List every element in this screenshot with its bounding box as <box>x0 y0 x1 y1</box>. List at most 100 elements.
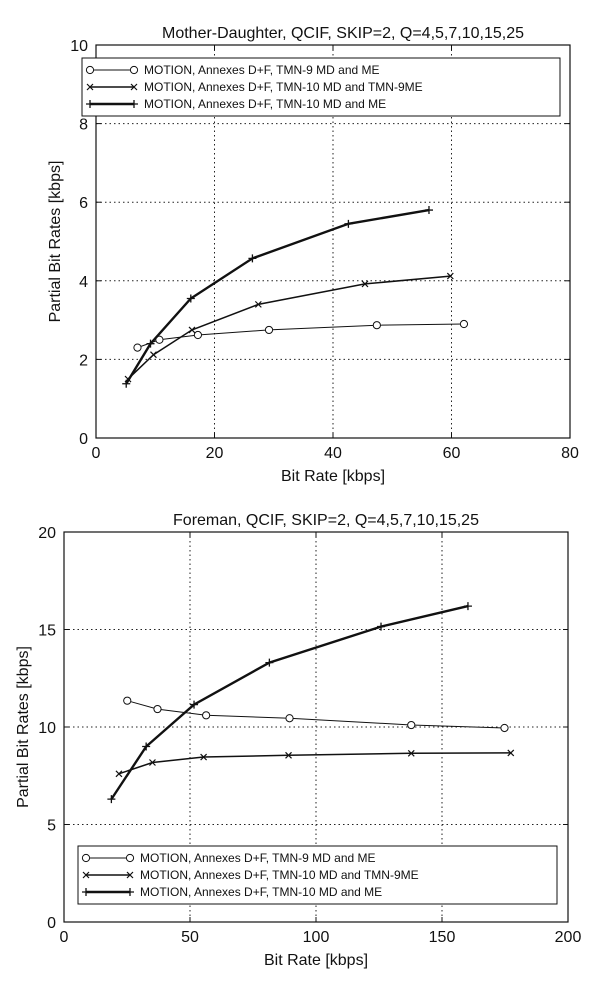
x-tick-label: 50 <box>181 929 199 946</box>
series-plus <box>122 206 433 388</box>
legend-item: MOTION, Annexes D+F, TMN-9 MD and ME <box>81 851 376 865</box>
data-point-circle <box>193 330 203 340</box>
series-line <box>110 604 469 800</box>
legend: MOTION, Annexes D+F, TMN-9 MD and ME MOTI… <box>81 57 561 117</box>
series-x <box>124 272 454 383</box>
chart-panel-2: 0 50 100 150 200 0 5 10 15 20 Foreman, QCIF, SKIP=… <box>15 512 581 969</box>
series-line <box>127 275 451 380</box>
legend-marker <box>86 83 94 91</box>
legend-marker <box>130 83 138 91</box>
x-tick-label: 40 <box>324 445 342 462</box>
data-point-x <box>507 749 515 757</box>
data-point-circle <box>202 711 211 720</box>
data-point-circle <box>500 723 509 733</box>
data-point-circle <box>123 696 132 705</box>
data-point-circle <box>264 325 274 335</box>
x-tick-label: 60 <box>443 445 461 462</box>
data-point-circle <box>285 714 294 723</box>
legend-item: MOTION, Annexes D+F, TMN-10 MD and TMN-9… <box>86 80 423 94</box>
data-point-x <box>200 753 208 761</box>
data-point-plus <box>265 658 274 667</box>
legend-marker <box>125 853 135 863</box>
y-tick-label: 4 <box>79 274 88 291</box>
legend-item: MOTION, Annexes D+F, TMN-10 MD and TMN-9… <box>82 868 419 882</box>
legend-marker <box>130 100 138 108</box>
legend-marker <box>82 888 90 896</box>
chart-title: Foreman, QCIF, SKIP=2, Q=4,5,7,10,15,25 <box>173 512 479 529</box>
data-point-plus <box>122 379 131 388</box>
data-point-x <box>254 300 262 308</box>
legend-label: MOTION, Annexes D+F, TMN-10 MD and ME <box>140 885 382 899</box>
x-axis-label: Bit Rate [kbps] <box>281 468 385 485</box>
data-point-x <box>446 272 454 280</box>
y-tick-label: 8 <box>79 117 88 134</box>
series-line <box>118 752 511 775</box>
legend-label: MOTION, Annexes D+F, TMN-10 MD and TMN-9… <box>140 868 419 882</box>
y-tick-label: 10 <box>38 720 56 737</box>
chart-panel-1: 0 20 40 60 80 0 2 4 6 8 10 Mother-Daughter, QCIF, S… <box>47 25 579 485</box>
data-point-x <box>285 751 292 759</box>
data-point-plus <box>248 254 257 263</box>
data-point-plus <box>463 602 472 611</box>
legend-label: MOTION, Annexes D+F, TMN-10 MD and ME <box>144 97 386 111</box>
data-point-circle <box>459 319 469 329</box>
series-line <box>127 700 505 729</box>
data-point-plus <box>142 742 151 751</box>
x-tick-label: 100 <box>303 929 330 946</box>
legend-label: MOTION, Annexes D+F, TMN-10 MD and TMN-9… <box>144 80 423 94</box>
legend: MOTION, Annexes D+F, TMN-9 MD and ME MOTI… <box>77 845 558 905</box>
x-tick-label: 20 <box>206 445 224 462</box>
data-point-x <box>115 770 123 778</box>
data-point-x <box>407 749 415 757</box>
y-tick-label: 15 <box>38 623 56 640</box>
series-circle <box>123 696 509 733</box>
data-point-plus <box>186 294 195 303</box>
x-tick-label: 150 <box>429 929 456 946</box>
series-plus <box>107 602 472 804</box>
y-tick-label: 6 <box>79 195 88 212</box>
data-point-x <box>361 280 369 288</box>
data-point-plus <box>344 219 353 228</box>
x-axis-label: Bit Rate [kbps] <box>264 952 368 969</box>
legend-label: MOTION, Annexes D+F, TMN-9 MD and ME <box>140 851 376 865</box>
data-point-plus <box>190 700 199 709</box>
legend-marker <box>126 888 134 896</box>
legend-marker <box>126 871 134 879</box>
y-tick-label: 10 <box>70 38 88 55</box>
legend-marker <box>86 100 94 108</box>
data-point-x <box>150 351 157 359</box>
legend-marker <box>85 65 95 75</box>
legend-item: MOTION, Annexes D+F, TMN-10 MD and ME <box>82 885 382 899</box>
y-tick-label: 0 <box>47 915 56 932</box>
data-point-circle <box>372 321 381 330</box>
legend-marker <box>82 871 90 879</box>
data-point-plus <box>146 339 155 348</box>
y-tick-label: 5 <box>47 818 56 835</box>
series-x <box>115 749 515 778</box>
legend-item: MOTION, Annexes D+F, TMN-9 MD and ME <box>85 63 380 77</box>
data-point-circle <box>155 335 164 344</box>
y-axis-label: Partial Bit Rates [kbps] <box>15 646 32 808</box>
data-point-plus <box>377 622 386 631</box>
x-tick-label: 0 <box>92 445 101 462</box>
y-tick-label: 0 <box>79 431 88 448</box>
data-point-circle <box>153 704 162 714</box>
data-point-x <box>149 759 156 766</box>
series-line <box>125 208 430 385</box>
legend-marker <box>81 853 91 863</box>
data-point-circle <box>407 720 416 730</box>
x-tick-label: 200 <box>555 929 582 946</box>
y-tick-label: 20 <box>38 525 56 542</box>
y-tick-label: 2 <box>79 352 88 369</box>
series-line <box>137 323 464 349</box>
x-tick-label: 80 <box>561 445 579 462</box>
chart-title: Mother-Daughter, QCIF, SKIP=2, Q=4,5,7,1… <box>162 25 524 42</box>
legend-frame <box>81 57 561 117</box>
legend-frame <box>77 845 558 905</box>
y-axis-label: Partial Bit Rates [kbps] <box>47 161 64 323</box>
legend-item: MOTION, Annexes D+F, TMN-10 MD and ME <box>86 97 386 111</box>
legend-label: MOTION, Annexes D+F, TMN-9 MD and ME <box>144 63 380 77</box>
data-point-plus <box>107 795 116 804</box>
data-point-plus <box>424 206 433 215</box>
